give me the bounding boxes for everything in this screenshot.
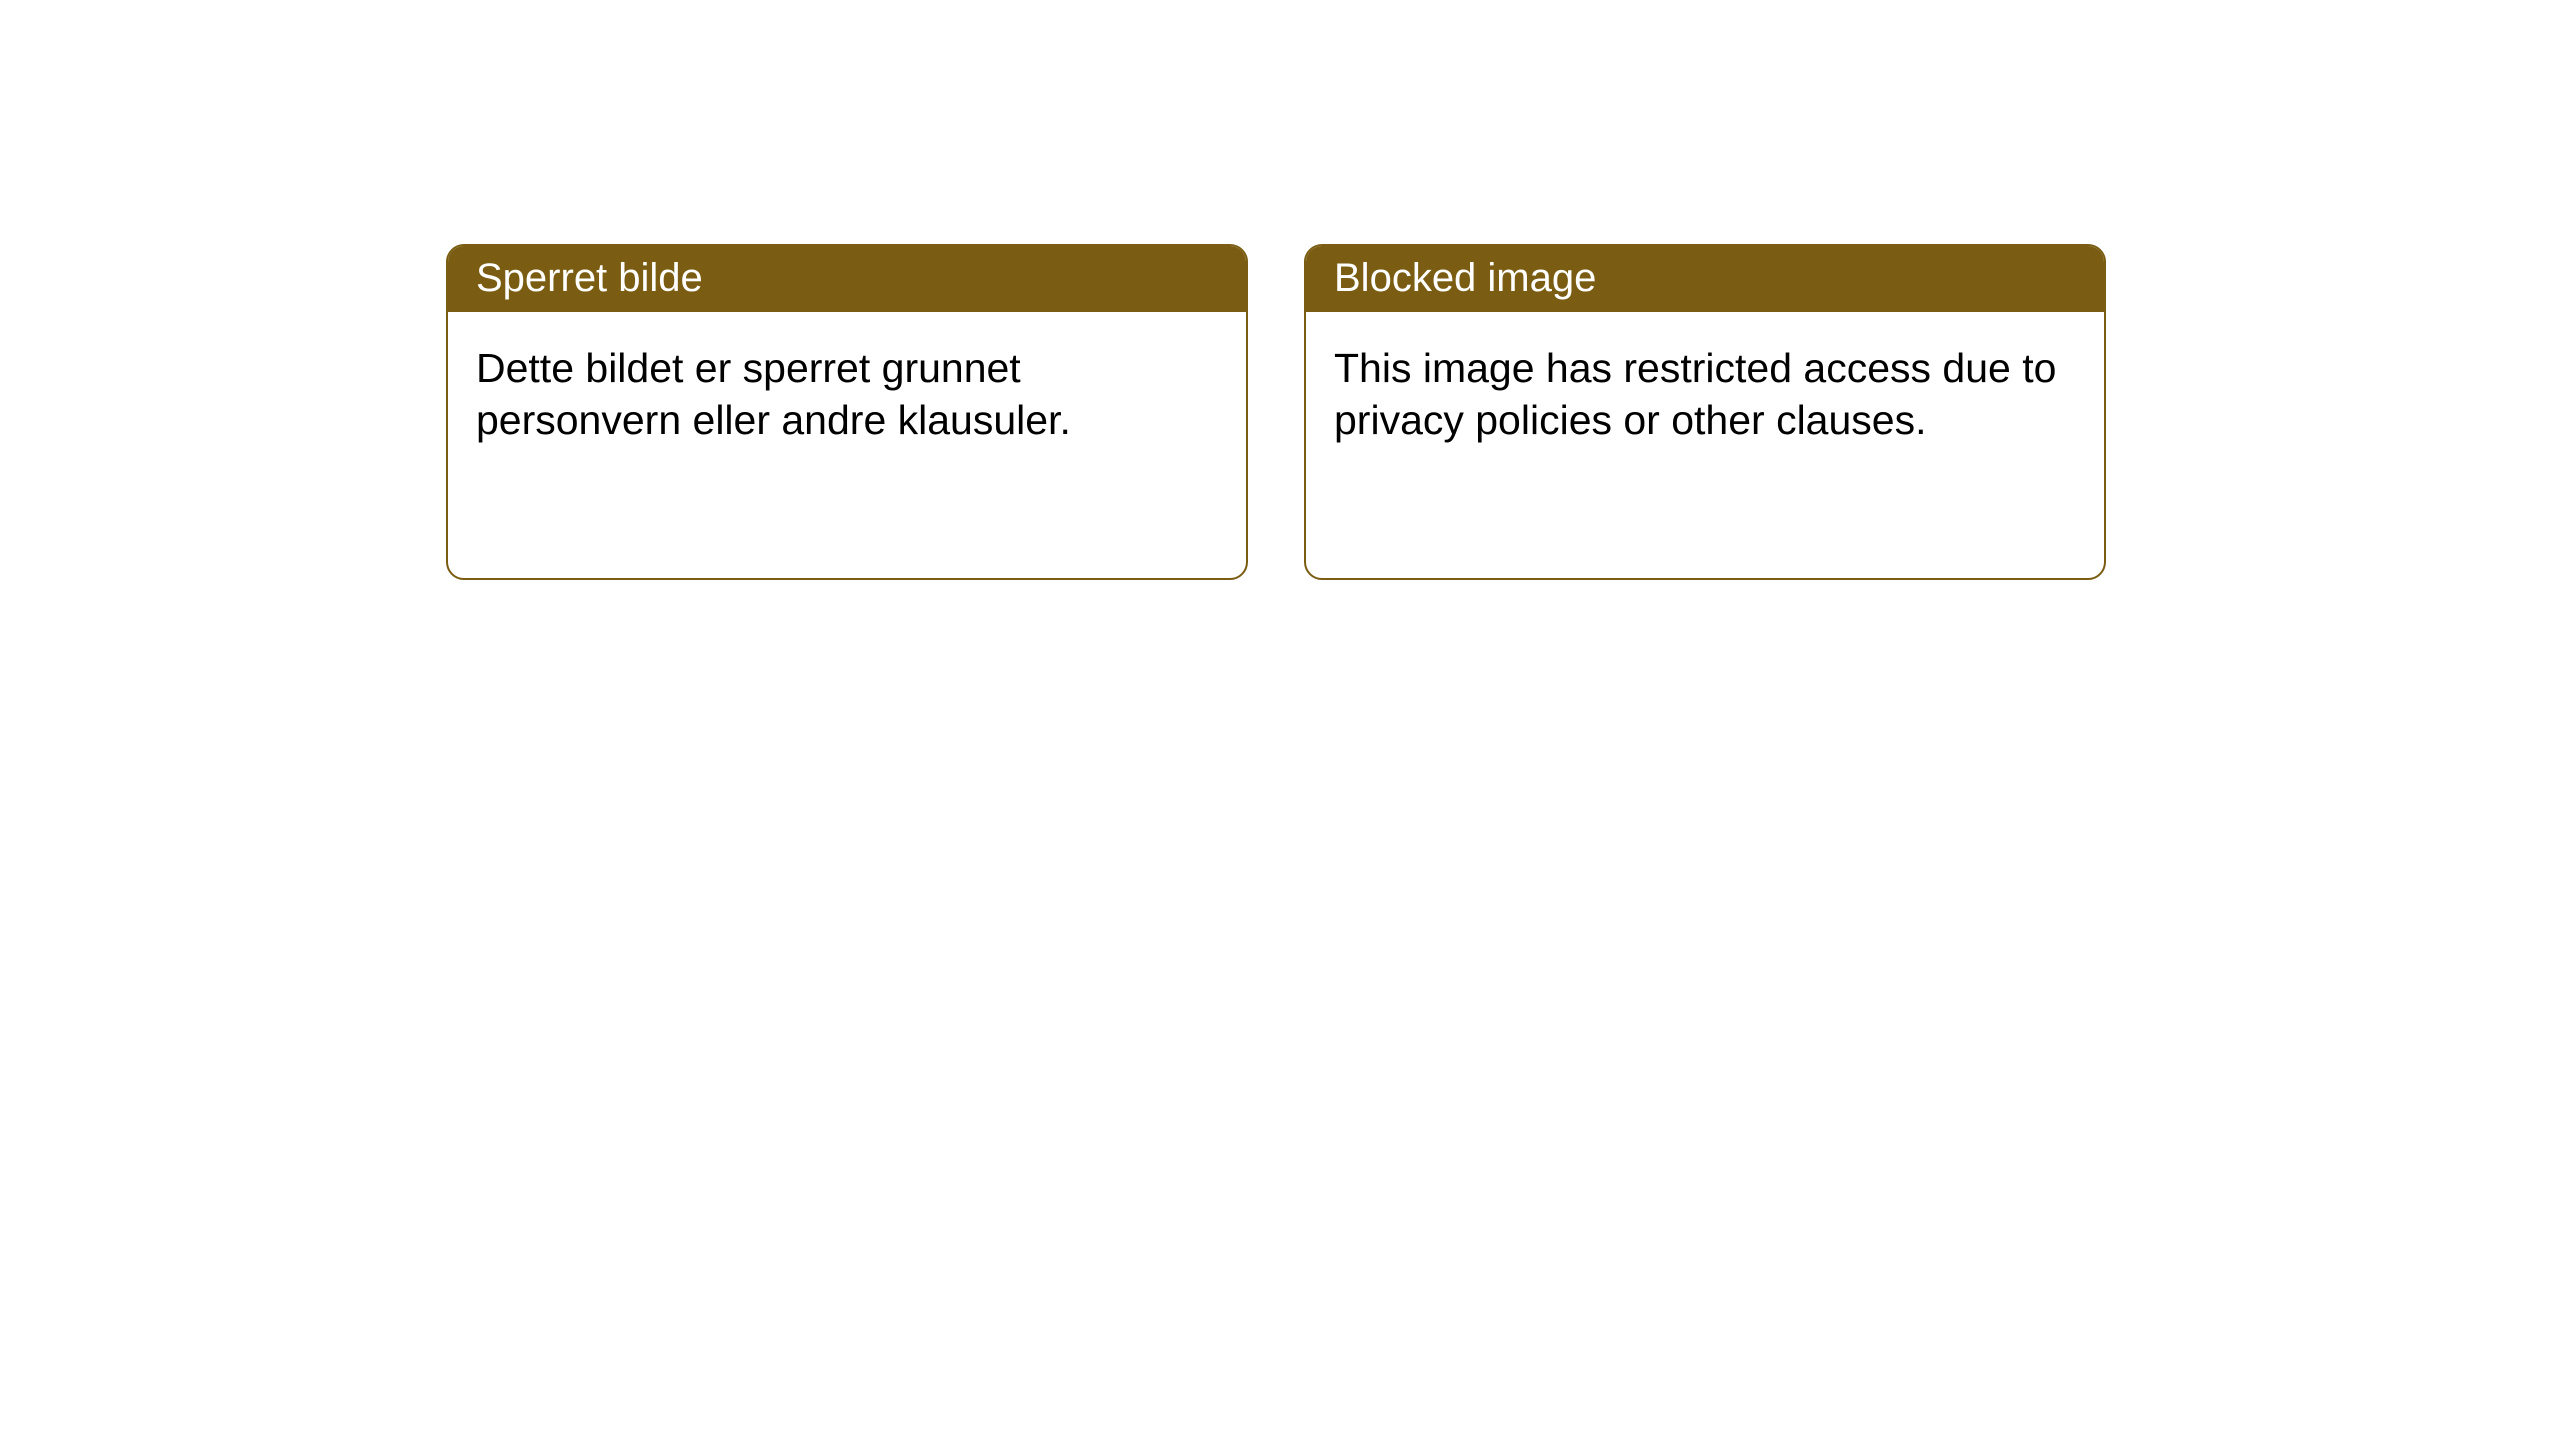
notice-container: Sperret bilde Dette bildet er sperret gr… bbox=[0, 0, 2560, 580]
notice-header: Blocked image bbox=[1306, 246, 2104, 312]
notice-box-english: Blocked image This image has restricted … bbox=[1304, 244, 2106, 580]
notice-header: Sperret bilde bbox=[448, 246, 1246, 312]
notice-body: This image has restricted access due to … bbox=[1306, 312, 2104, 477]
notice-box-norwegian: Sperret bilde Dette bildet er sperret gr… bbox=[446, 244, 1248, 580]
notice-body: Dette bildet er sperret grunnet personve… bbox=[448, 312, 1246, 477]
